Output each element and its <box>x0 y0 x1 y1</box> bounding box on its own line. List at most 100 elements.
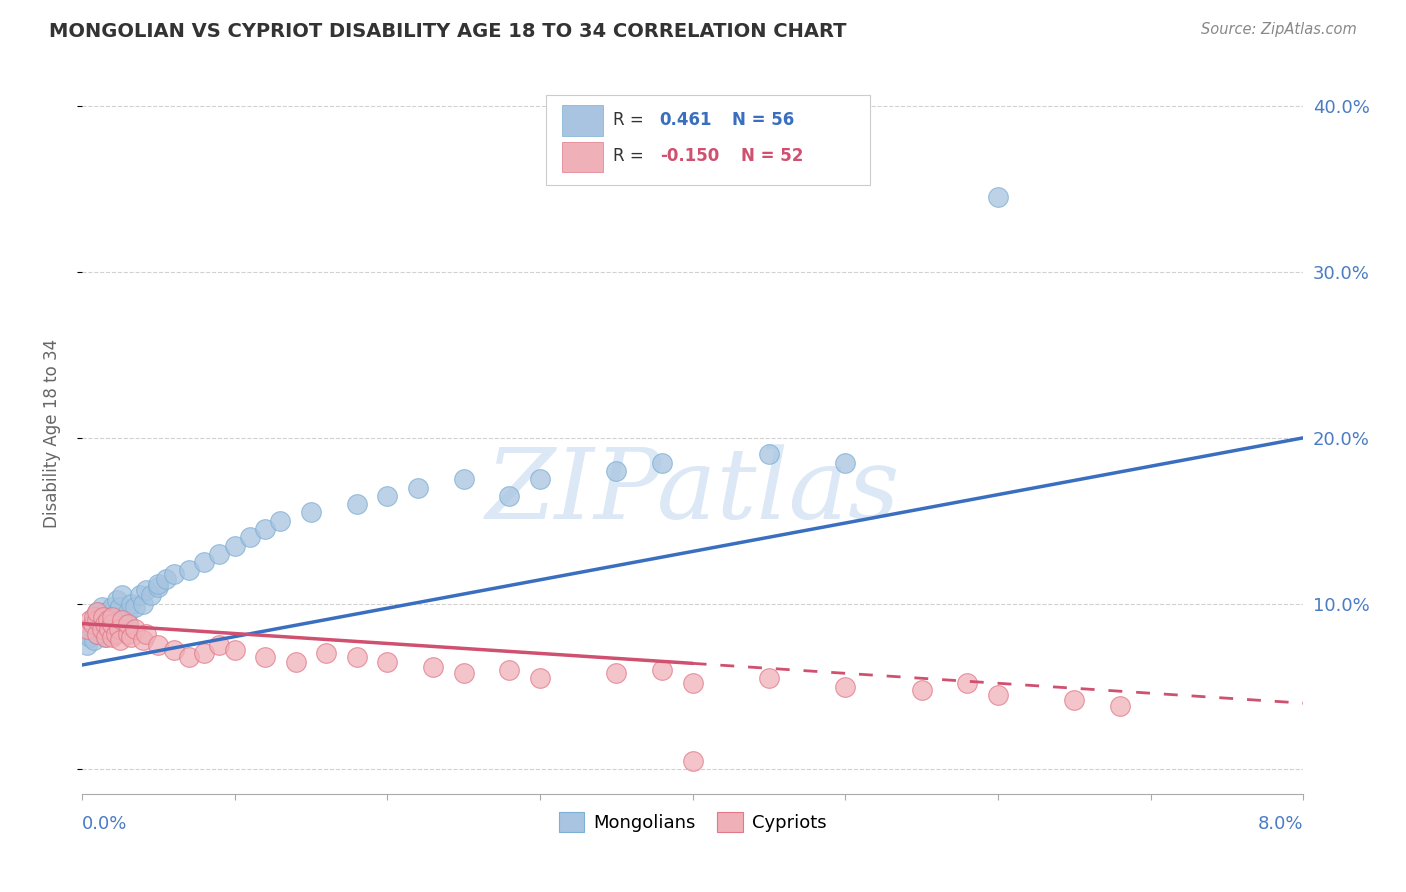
Point <box>105 605 128 619</box>
Text: 0.0%: 0.0% <box>82 814 128 832</box>
Point <box>605 464 627 478</box>
Point <box>76 638 98 652</box>
Point <box>284 655 307 669</box>
Point <box>758 671 780 685</box>
Point <box>104 616 127 631</box>
Point <box>254 522 277 536</box>
Point <box>82 622 104 636</box>
Point <box>208 638 231 652</box>
Point <box>105 593 128 607</box>
Legend: Mongolians, Cypriots: Mongolians, Cypriots <box>551 805 834 839</box>
Point <box>406 481 429 495</box>
Point <box>177 649 200 664</box>
Point <box>911 682 934 697</box>
Point <box>79 613 101 627</box>
Point <box>82 616 104 631</box>
Point <box>453 666 475 681</box>
Point <box>94 630 117 644</box>
Point <box>162 566 184 581</box>
Point <box>758 447 780 461</box>
Point <box>682 754 704 768</box>
Point <box>529 472 551 486</box>
Point <box>91 610 114 624</box>
Point <box>120 597 142 611</box>
Point <box>120 630 142 644</box>
Point <box>987 688 1010 702</box>
Point <box>86 605 108 619</box>
Point <box>94 616 117 631</box>
Point <box>315 647 337 661</box>
Point <box>834 680 856 694</box>
Point <box>155 572 177 586</box>
Point <box>107 622 129 636</box>
Point <box>117 616 139 631</box>
Text: Source: ZipAtlas.com: Source: ZipAtlas.com <box>1201 22 1357 37</box>
Text: 0.461: 0.461 <box>659 111 713 128</box>
Point <box>86 613 108 627</box>
Point <box>148 580 170 594</box>
Point <box>86 613 108 627</box>
Point <box>1063 693 1085 707</box>
Point <box>193 555 215 569</box>
Point <box>498 489 520 503</box>
Point <box>346 497 368 511</box>
Point <box>86 626 108 640</box>
Point <box>104 626 127 640</box>
Point <box>90 622 112 636</box>
Point <box>86 605 108 619</box>
Point <box>135 626 157 640</box>
Point <box>129 588 152 602</box>
Point <box>529 671 551 685</box>
Point <box>100 605 122 619</box>
Point <box>651 663 673 677</box>
Point <box>177 564 200 578</box>
Point <box>375 655 398 669</box>
Point <box>108 599 131 614</box>
Text: N = 56: N = 56 <box>731 111 794 128</box>
Point <box>108 633 131 648</box>
Text: ZIPatlas: ZIPatlas <box>485 443 900 539</box>
Point <box>96 605 118 619</box>
Point <box>117 626 139 640</box>
Text: -0.150: -0.150 <box>659 147 718 165</box>
Point <box>101 613 124 627</box>
Text: MONGOLIAN VS CYPRIOT DISABILITY AGE 18 TO 34 CORRELATION CHART: MONGOLIAN VS CYPRIOT DISABILITY AGE 18 T… <box>49 22 846 41</box>
Point <box>254 649 277 664</box>
Point <box>453 472 475 486</box>
Point <box>97 622 120 636</box>
Point <box>101 610 124 624</box>
Text: N = 52: N = 52 <box>741 147 804 165</box>
FancyBboxPatch shape <box>546 95 870 185</box>
Point <box>97 610 120 624</box>
Point <box>956 676 979 690</box>
Point <box>101 626 124 640</box>
Point <box>987 190 1010 204</box>
Point <box>193 647 215 661</box>
Point <box>124 622 146 636</box>
Point <box>83 633 105 648</box>
Point <box>96 630 118 644</box>
Point <box>124 599 146 614</box>
Point <box>239 530 262 544</box>
Point <box>132 597 155 611</box>
Point <box>83 610 105 624</box>
Point <box>224 643 246 657</box>
Point <box>132 633 155 648</box>
Text: 8.0%: 8.0% <box>1258 814 1303 832</box>
Point <box>111 613 134 627</box>
Point <box>111 588 134 602</box>
Point <box>101 599 124 614</box>
Point <box>682 676 704 690</box>
Point <box>117 605 139 619</box>
Point <box>148 638 170 652</box>
Point <box>90 622 112 636</box>
Point <box>98 616 121 631</box>
Point <box>90 599 112 614</box>
Point <box>162 643 184 657</box>
Point <box>86 626 108 640</box>
Point <box>651 456 673 470</box>
Point <box>98 622 121 636</box>
Point <box>422 659 444 673</box>
FancyBboxPatch shape <box>562 142 603 172</box>
Point <box>299 505 322 519</box>
